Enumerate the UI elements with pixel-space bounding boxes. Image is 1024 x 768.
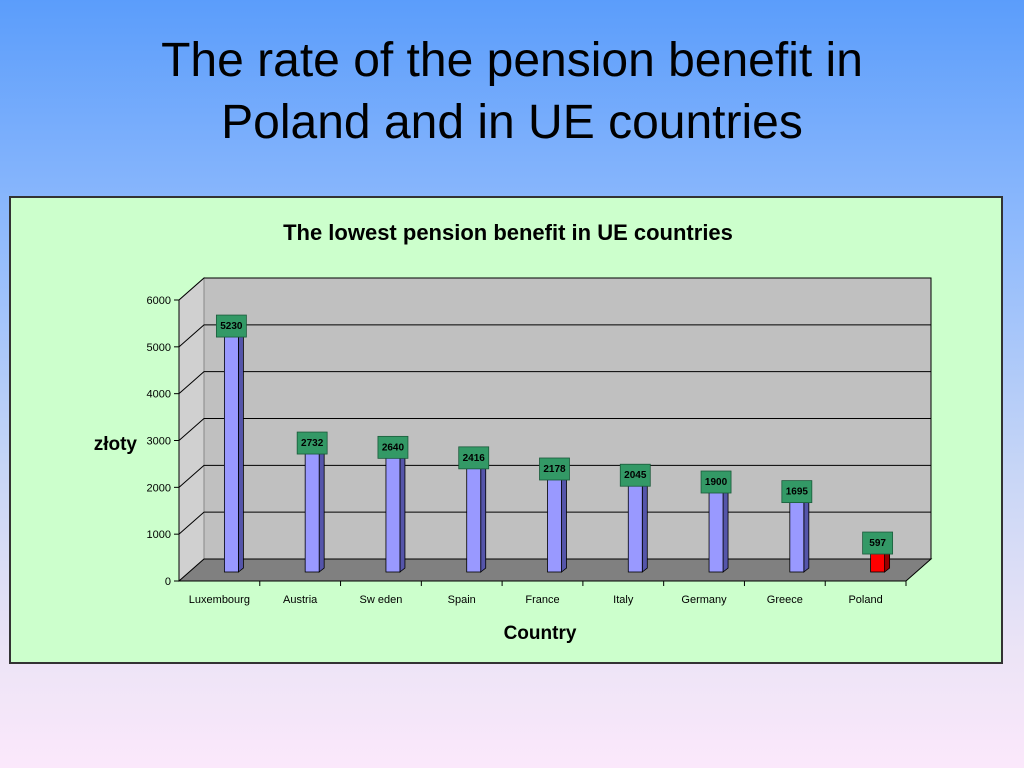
y-tick-label: 4000 xyxy=(147,389,171,401)
x-tick-label: Germany xyxy=(681,594,727,606)
y-tick-label: 6000 xyxy=(147,295,171,307)
slide-title-line-2: Poland and in UE countries xyxy=(221,96,803,149)
data-label: 2416 xyxy=(463,453,486,464)
bar xyxy=(466,458,482,573)
data-label-box xyxy=(700,470,732,494)
y-tick-label: 5000 xyxy=(147,342,171,354)
bar-side xyxy=(561,465,567,573)
slide-title-line-1: The rate of the pension benefit in xyxy=(161,34,863,87)
bar xyxy=(223,326,239,573)
x-tick-label: Luxembourg xyxy=(189,594,250,606)
bar xyxy=(789,492,805,573)
data-label-box xyxy=(781,480,813,504)
bar-side xyxy=(237,322,244,573)
bar xyxy=(304,443,320,573)
data-label: 2045 xyxy=(624,470,647,481)
x-axis-label: Country xyxy=(504,623,577,644)
bar xyxy=(547,469,562,573)
y-axis-label: złoty xyxy=(94,434,138,455)
data-label: 1695 xyxy=(786,487,809,498)
data-label-box xyxy=(539,457,570,481)
x-tick-label: Greece xyxy=(767,594,803,606)
data-label: 2640 xyxy=(382,442,405,453)
y-gridline xyxy=(178,371,931,395)
data-label-box xyxy=(215,314,247,338)
data-label: 1900 xyxy=(705,477,728,488)
chart-title: The lowest pension benefit in UE countri… xyxy=(283,220,733,245)
x-tick-label: Poland xyxy=(848,594,882,606)
x-tick-label: Austria xyxy=(283,594,318,606)
x-tick-label: Sw eden xyxy=(360,594,403,606)
y-gridline xyxy=(178,277,931,301)
y-gridline xyxy=(178,324,931,348)
bar xyxy=(708,482,724,573)
bar-side xyxy=(318,439,325,573)
chart-panel: The lowest pension benefit in UE countri… xyxy=(9,196,1003,664)
data-label-box xyxy=(619,463,651,487)
data-label: 2732 xyxy=(301,438,324,449)
bar-side xyxy=(641,471,648,573)
slide-title: The rate of the pension benefit in Polan… xyxy=(0,30,1024,154)
y-tick-label: 2000 xyxy=(147,482,171,494)
data-label: 2178 xyxy=(543,464,566,475)
data-label-box xyxy=(862,531,894,555)
y-gridline xyxy=(178,418,931,441)
y-gridline xyxy=(178,511,931,535)
y-tick-label: 1000 xyxy=(147,529,171,541)
bar-side xyxy=(399,443,406,573)
bar xyxy=(385,447,401,573)
x-tick-label: Spain xyxy=(448,594,476,606)
data-label-box xyxy=(296,431,328,455)
data-label: 597 xyxy=(869,538,886,549)
bar-side xyxy=(480,454,487,573)
y-tick-label: 0 xyxy=(165,576,171,588)
data-label-box xyxy=(377,435,409,459)
plot-area: 0 1000 2000 3000 4000 5000 6000 5230 Luxembourg 2… xyxy=(147,276,933,606)
x-tick-label: France xyxy=(525,594,559,606)
y-tick-label: 3000 xyxy=(147,436,171,448)
x-tick-label: Italy xyxy=(613,594,634,606)
data-label: 5230 xyxy=(220,321,243,332)
y-gridline xyxy=(178,464,931,488)
bar xyxy=(627,475,643,573)
data-label-box xyxy=(458,446,490,470)
bar-chart: The lowest pension benefit in UE countri… xyxy=(94,220,933,644)
